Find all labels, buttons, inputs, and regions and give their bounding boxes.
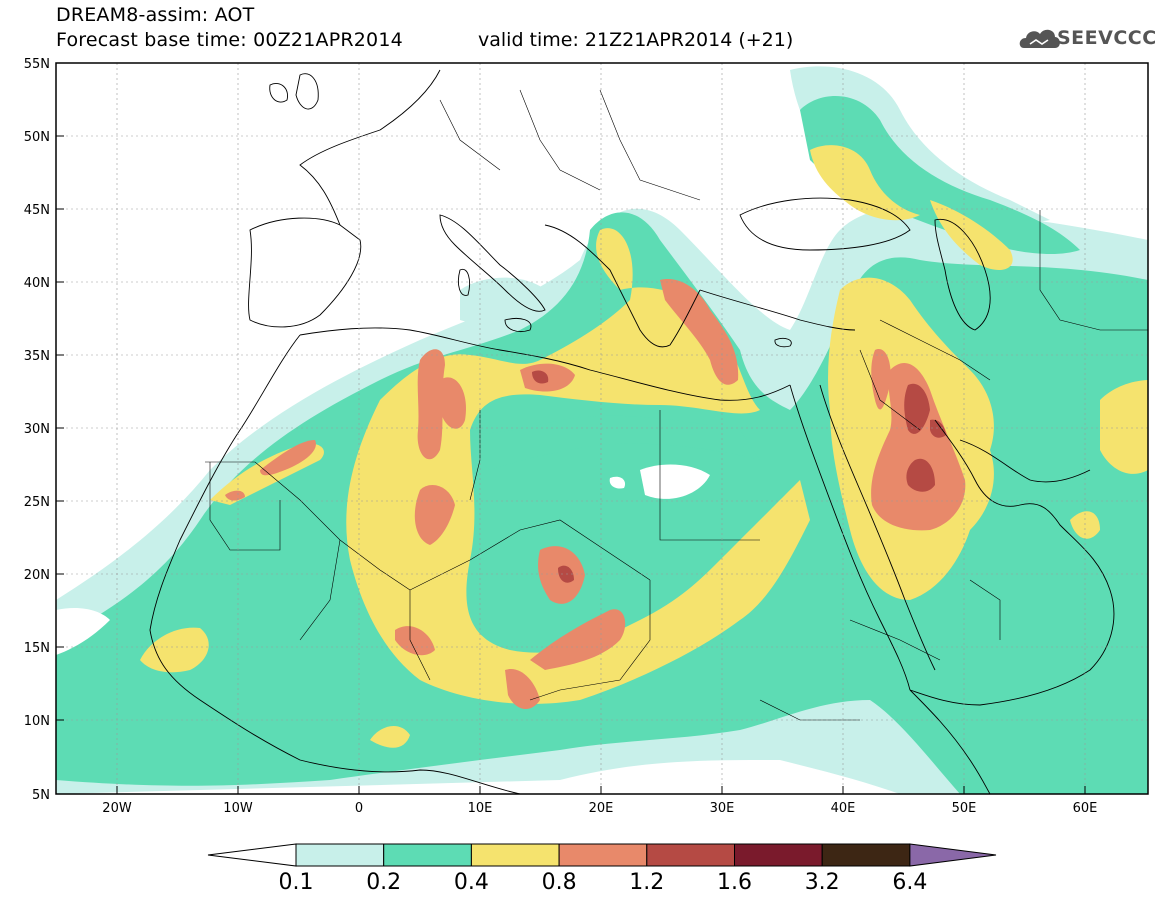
- lon-labels: 20W 10W 0 10E 20E 30E 40E 50E 60E: [102, 801, 1097, 816]
- lat-label: 20N: [24, 568, 50, 583]
- lat-label: 30N: [24, 422, 50, 437]
- lat-label: 5N: [32, 788, 50, 803]
- lat-label: 45N: [24, 203, 50, 218]
- colorbar-swatch: [821, 843, 911, 867]
- aot-level-0-8: [225, 279, 966, 710]
- colorbar-swatch: [734, 843, 823, 867]
- colorbar-level-label: 0.8: [541, 870, 577, 895]
- colorbar-level-label: 0.4: [453, 870, 489, 895]
- aot-level-1-2: [532, 370, 946, 583]
- coastlines: [149, 69, 1115, 794]
- lon-label: 0: [355, 801, 363, 816]
- lon-label: 50E: [952, 801, 977, 816]
- lon-label: 20W: [102, 801, 132, 816]
- colorbar: [207, 843, 997, 867]
- aot-field: [56, 63, 1148, 794]
- borders: [205, 89, 1148, 721]
- colorbar-over-triangle: [909, 843, 997, 867]
- colorbar-level-label: 3.2: [804, 870, 840, 895]
- colorbar-swatch: [295, 843, 385, 867]
- colorbar-swatch: [383, 843, 472, 867]
- lon-label: 60E: [1073, 801, 1098, 816]
- lon-label: 20E: [589, 801, 614, 816]
- title-line-2: Forecast base time: 00Z21APR2014: [56, 29, 403, 51]
- grid: [56, 63, 1148, 794]
- colorbar-swatch: [646, 843, 735, 867]
- lat-label: 55N: [24, 57, 50, 72]
- lon-label: 40E: [831, 801, 856, 816]
- lat-label: 40N: [24, 276, 50, 291]
- valid-time: valid time: 21Z21APR2014 (+21): [478, 29, 794, 51]
- lat-label: 10N: [24, 714, 50, 729]
- lat-labels: 55N 50N 45N 40N 35N 30N 25N 20N 15N 10N …: [24, 57, 50, 803]
- colorbar-level-label: 0.2: [366, 870, 402, 895]
- lat-label: 25N: [24, 495, 50, 510]
- title-line-1: DREAM8-assim: AOT: [56, 4, 255, 26]
- lat-label: 35N: [24, 349, 50, 364]
- lon-label: 10W: [223, 801, 253, 816]
- lat-label: 50N: [24, 130, 50, 145]
- colorbar-under-triangle: [207, 843, 297, 867]
- logo-text: SEEVCCC: [1057, 27, 1157, 49]
- colorbar-swatch: [470, 843, 560, 867]
- low-aot-areas: [56, 464, 710, 655]
- lon-label: 30E: [710, 801, 735, 816]
- colorbar-level-label: 6.4: [892, 870, 928, 895]
- colorbar-level-label: 0.1: [278, 870, 314, 895]
- cloud-icon: [1019, 29, 1060, 48]
- colorbar-level-label: 1.2: [629, 870, 665, 895]
- lon-label: 10E: [468, 801, 493, 816]
- colorbar-level-label: 1.6: [717, 870, 752, 895]
- lat-label: 15N: [24, 641, 50, 656]
- tick-marks: [56, 62, 1086, 795]
- colorbar-swatch: [558, 843, 648, 867]
